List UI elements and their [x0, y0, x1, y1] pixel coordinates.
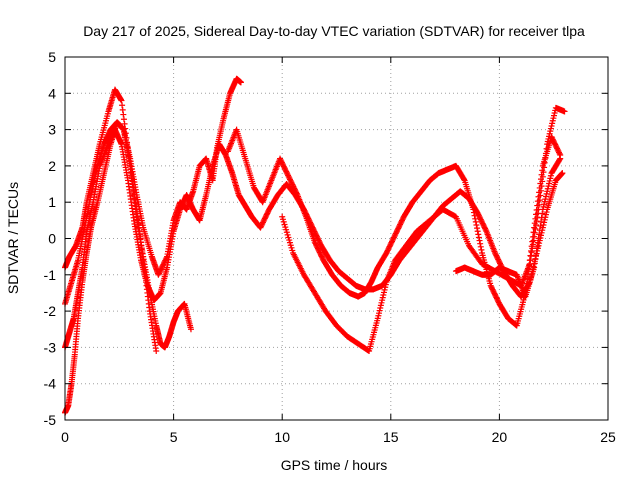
- data-point: [561, 108, 568, 115]
- data-point: [531, 233, 538, 240]
- data-point: [470, 206, 477, 213]
- data-point: [119, 106, 126, 113]
- data-point: [293, 190, 300, 197]
- data-point: [478, 246, 485, 253]
- data-point: [472, 215, 479, 222]
- data-point: [556, 150, 563, 157]
- data-point: [533, 247, 540, 254]
- data-point: [542, 155, 549, 162]
- series-trace-3: [62, 126, 566, 351]
- y-tick-label: 4: [48, 85, 56, 101]
- y-tick-label: -3: [44, 339, 57, 355]
- data-point: [471, 212, 478, 219]
- data-point: [472, 218, 479, 225]
- y-tick-label: 5: [48, 49, 56, 65]
- x-tick-label: 0: [61, 429, 69, 445]
- series-trace-2: [62, 75, 244, 307]
- y-tick-label: -5: [44, 412, 57, 428]
- data-point: [474, 228, 481, 235]
- x-axis-label: GPS time / hours: [281, 457, 388, 473]
- x-tick-label: 5: [170, 429, 178, 445]
- data-point: [120, 116, 127, 123]
- x-tick-label: 20: [492, 429, 508, 445]
- data-point: [473, 222, 480, 229]
- data-point: [529, 241, 536, 248]
- data-point: [118, 97, 125, 104]
- data-point: [535, 235, 542, 242]
- data-point: [534, 239, 541, 246]
- data-point: [539, 178, 546, 185]
- data-point: [541, 164, 548, 171]
- data-point: [121, 120, 128, 127]
- data-point: [536, 197, 543, 204]
- series-trace-6: [279, 104, 568, 355]
- data-point: [539, 210, 546, 217]
- data-point: [527, 257, 534, 264]
- data-point: [120, 111, 127, 118]
- data-point: [530, 237, 537, 244]
- data-point: [531, 264, 538, 271]
- data-point: [559, 170, 566, 177]
- data-point: [470, 209, 477, 216]
- data-point: [536, 227, 543, 234]
- chart-title: Day 217 of 2025, Sidereal Day-to-day VTE…: [83, 23, 585, 39]
- y-tick-label: 2: [48, 158, 56, 174]
- y-tick-label: 1: [48, 194, 56, 210]
- x-tick-label: 10: [274, 429, 290, 445]
- data-point: [532, 256, 539, 263]
- data-point: [477, 243, 484, 250]
- data-point: [476, 237, 483, 244]
- data-point: [537, 223, 544, 230]
- data-point: [461, 176, 468, 183]
- data-point: [542, 150, 549, 157]
- y-tick-label: 3: [48, 122, 56, 138]
- data-point: [532, 225, 539, 232]
- data-point: [536, 231, 543, 238]
- data-point: [538, 183, 545, 190]
- data-point: [531, 260, 538, 267]
- data-point: [529, 245, 536, 252]
- data-point: [119, 102, 126, 109]
- data-point: [475, 234, 482, 241]
- data-point: [528, 253, 535, 260]
- data-point: [556, 156, 563, 163]
- data-point: [538, 214, 545, 221]
- data-point: [187, 326, 194, 333]
- data-point: [541, 159, 548, 166]
- data-point: [537, 218, 544, 225]
- data-point: [539, 173, 546, 180]
- data-point: [537, 192, 544, 199]
- data-point: [153, 348, 160, 355]
- x-tick-label: 25: [600, 429, 616, 445]
- data-point: [540, 169, 547, 176]
- x-axis-ticks: 0 5 10 15 20 25: [61, 57, 616, 445]
- y-tick-label: -1: [44, 267, 57, 283]
- data-point: [529, 238, 536, 245]
- data-point: [531, 229, 538, 236]
- data-point: [533, 222, 540, 229]
- series-trace-4: [62, 119, 160, 416]
- data-point: [528, 249, 535, 256]
- data-point: [557, 155, 564, 162]
- data-point: [475, 231, 482, 238]
- series-trace-5: [224, 126, 564, 329]
- data-point: [237, 79, 244, 86]
- y-tick-label: -2: [44, 303, 57, 319]
- data-point: [534, 243, 541, 250]
- data-point: [477, 240, 484, 247]
- y-tick-label: 0: [48, 231, 56, 247]
- y-tick-label: -4: [44, 376, 57, 392]
- data-point: [543, 145, 550, 152]
- data-point: [482, 226, 489, 233]
- data-point: [537, 187, 544, 194]
- data-point: [474, 225, 481, 232]
- series-trace-7: [452, 155, 564, 300]
- x-tick-label: 15: [383, 429, 399, 445]
- data-point: [533, 218, 540, 225]
- data-point: [533, 252, 540, 259]
- y-axis-ticks: -5 -4 -3 -2 -1 0 1 2 3 4 5: [44, 49, 608, 428]
- y-axis-label: SDTVAR / TECUs: [5, 182, 21, 294]
- data-points: [62, 75, 568, 416]
